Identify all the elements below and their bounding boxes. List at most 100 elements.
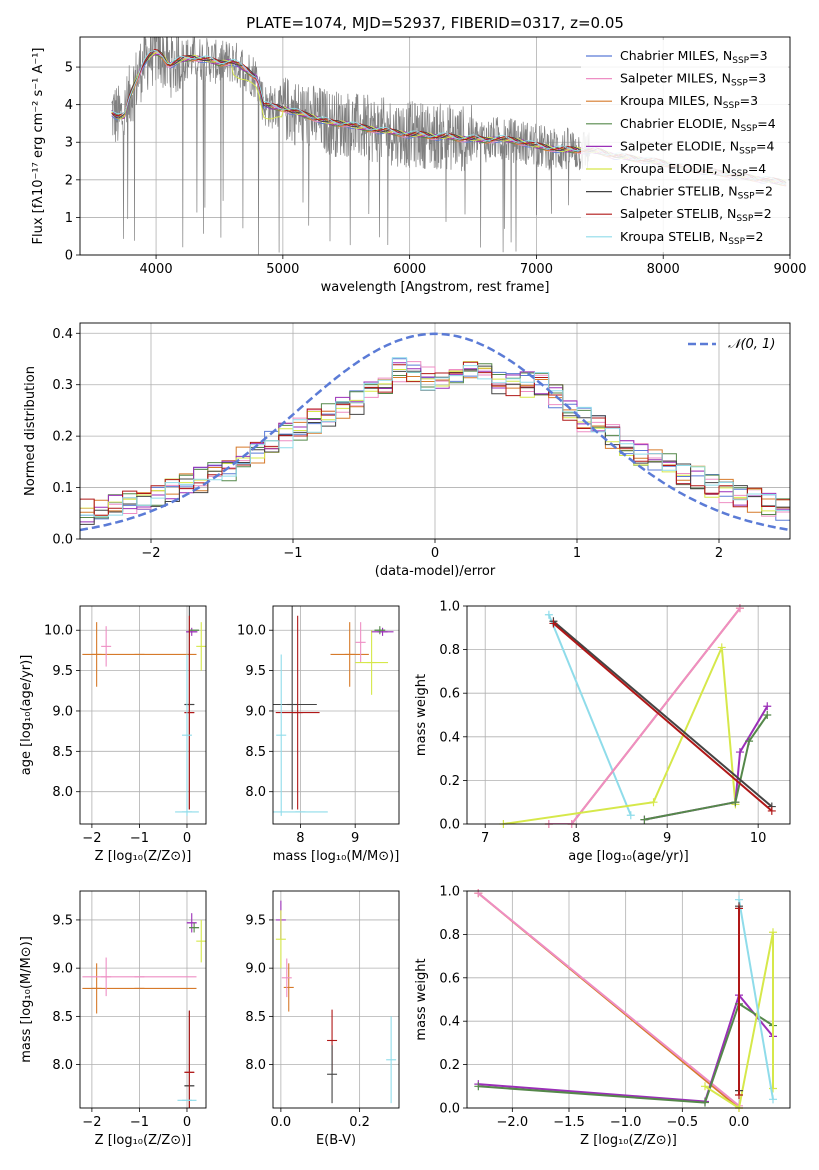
- x-tick-label: 8000: [647, 262, 680, 277]
- y-tick-label: 9.0: [245, 962, 266, 977]
- y-tick-label: 10.0: [237, 624, 266, 639]
- y-tick-label: 9.0: [52, 704, 73, 719]
- weight-point-marker: [626, 811, 635, 820]
- x-tick-label: 7: [481, 831, 489, 846]
- weight-point-marker: [717, 643, 726, 652]
- axes-mass_vs_ebv: 0.0 0.2 8.0 8.5 9.0 9.5 E(B-V): [245, 890, 400, 1148]
- x-tick-label: 0: [183, 831, 191, 846]
- axes-frame: [466, 605, 791, 825]
- legend-label: Kroupa ELODIE, NSSP=4: [620, 161, 766, 179]
- x-tick-label: 8: [296, 831, 304, 846]
- weight-point-marker: [474, 1082, 483, 1091]
- x-tick-label: 6000: [393, 262, 426, 277]
- x-axis-label: Z [log₁₀(Z/Z⊙)]: [580, 1133, 677, 1148]
- x-tick-label: 7000: [520, 262, 553, 277]
- weight-line-salpeter-stelib: [552, 622, 773, 812]
- legend-label-sub: SSP: [723, 101, 740, 111]
- legend: Chabrier MILES, NSSP=3 Salpeter MILES, NS…: [581, 40, 788, 252]
- weight-point-marker: [640, 815, 649, 824]
- weight-line-salpeter-elodie: [644, 705, 769, 821]
- x-tick-label: 10: [750, 831, 767, 846]
- x-tick-label: −1: [130, 831, 149, 846]
- y-tick-label: 8.5: [245, 1010, 266, 1025]
- legend-label-text: Chabrier STELIB, N: [620, 184, 738, 199]
- x-tick-label: −1.5: [553, 1115, 585, 1130]
- weight-point-marker: [544, 610, 553, 619]
- legend-label: Kroupa MILES, NSSP=3: [620, 93, 758, 111]
- legend-label-tail: =3: [749, 48, 767, 63]
- x-tick-label: 2: [715, 546, 723, 561]
- x-tick-label: 5000: [266, 262, 299, 277]
- y-tick-label: 9.5: [52, 664, 73, 679]
- y-tick-label: 9.5: [245, 664, 266, 679]
- y-tick-label: 9.0: [52, 962, 73, 977]
- x-tick-label: 9: [351, 831, 359, 846]
- legend-label-text: Salpeter ELODIE, N: [620, 138, 739, 153]
- weight-line-salpeter-miles: [477, 892, 740, 1107]
- legend-label: Chabrier ELODIE, NSSP=4: [620, 116, 776, 134]
- y-tick-label: 8.0: [245, 785, 266, 800]
- legend-label: Chabrier MILES, NSSP=3: [620, 48, 768, 66]
- weight-point-marker: [735, 1090, 743, 1099]
- y-tick-label: 1.0: [439, 885, 460, 900]
- y-tick-label: 10.0: [44, 624, 73, 639]
- y-tick-label: 9.0: [245, 704, 266, 719]
- weight-point-marker: [735, 904, 743, 913]
- y-tick-label: 0.2: [439, 774, 460, 789]
- y-tick-label: 8.5: [245, 745, 266, 760]
- weight-point-marker: [769, 928, 777, 937]
- y-tick-label: 8.5: [52, 1010, 73, 1025]
- y-tick-label: 9.5: [245, 913, 266, 928]
- legend-label-tail: =4: [748, 161, 766, 176]
- legend-label-sub: SSP: [731, 79, 748, 89]
- x-axis-label: wavelength [Angstrom, rest frame]: [321, 280, 550, 295]
- legend-label-text: Kroupa STELIB, N: [620, 229, 728, 244]
- weight-point-marker: [731, 798, 740, 807]
- data-spectrum-line: [111, 37, 590, 255]
- legend-label-tail: =4: [756, 138, 774, 153]
- weight-line-chabrier-elodie: [644, 714, 769, 821]
- legend-label: Salpeter STELIB, NSSP=2: [620, 206, 772, 224]
- weight-point-marker: [769, 1095, 777, 1104]
- axes-frame: [79, 605, 207, 825]
- normal-curve: [80, 332, 790, 532]
- legend-label: Salpeter ELODIE, NSSP=4: [620, 138, 775, 156]
- weight-line-kroupa-stelib: [547, 614, 632, 816]
- y-axis-label: mass weight: [414, 958, 429, 1040]
- axes-frame: [79, 890, 207, 1109]
- weight-line-kroupa-elodie: [503, 646, 737, 824]
- x-tick-label: 4000: [140, 262, 173, 277]
- x-axis-label: Z [log₁₀(Z/Z⊙)]: [95, 1133, 192, 1148]
- axes-residuals: −2 −1 0 1 2 0.0 0.1 0.2 0.3 0.4 (data-model)/error…: [23, 322, 791, 579]
- axes-frame: [79, 322, 791, 540]
- y-tick-label: 8.0: [52, 1058, 73, 1073]
- x-axis-label: Z [log₁₀(Z/Z⊙)]: [95, 849, 192, 864]
- legend-label-tail: =3: [740, 93, 758, 108]
- x-tick-label: −1: [130, 1115, 149, 1130]
- axes-weight_vs_z: −2.0 −1.5 −1.0 −0.5 0.0 0.0 0.2 0.4 0.6 0.8 1.0 Z […: [414, 885, 791, 1148]
- y-tick-label: 0.4: [439, 1015, 460, 1030]
- legend-label-tail: =2: [745, 229, 763, 244]
- x-tick-label: −2.0: [497, 1115, 529, 1130]
- legend-label-text: Salpeter STELIB, N: [620, 206, 736, 221]
- x-tick-label: 9000: [773, 262, 806, 277]
- axes-spectrum: 4000 5000 6000 7000 8000 9000 0 1 2 3 4 5 wavelength…: [31, 14, 807, 295]
- y-tick-label: 0.8: [439, 643, 460, 658]
- y-tick-label: 0.8: [439, 928, 460, 943]
- y-tick-label: 5: [65, 61, 73, 76]
- x-tick-label: −2: [82, 831, 101, 846]
- x-tick-label: 0.0: [729, 1115, 750, 1130]
- weight-point-marker: [701, 1098, 709, 1107]
- weight-line-chabrier-elodie: [478, 1002, 774, 1104]
- y-tick-label: 0.4: [52, 327, 73, 342]
- legend-label: 𝒩(0, 1): [728, 337, 775, 352]
- chart-title: PLATE=1074, MJD=52937, FIBERID=0317, z=0…: [246, 14, 624, 32]
- axes-age_vs_z: −2 −1 0 8.0 8.5 9.0 9.5 10.0 Z [log₁₀(Z/Z⊙)] age …: [19, 605, 207, 864]
- legend-label: Salpeter MILES, NSSP=3: [620, 71, 766, 89]
- legend-label-sub: SSP: [732, 56, 749, 66]
- weight-line-kroupa-stelib: [738, 899, 774, 1100]
- axes-frame: [272, 890, 400, 1109]
- y-tick-label: 0.0: [439, 818, 460, 833]
- weight-point-marker: [763, 702, 772, 711]
- legend-label-tail: =2: [753, 206, 771, 221]
